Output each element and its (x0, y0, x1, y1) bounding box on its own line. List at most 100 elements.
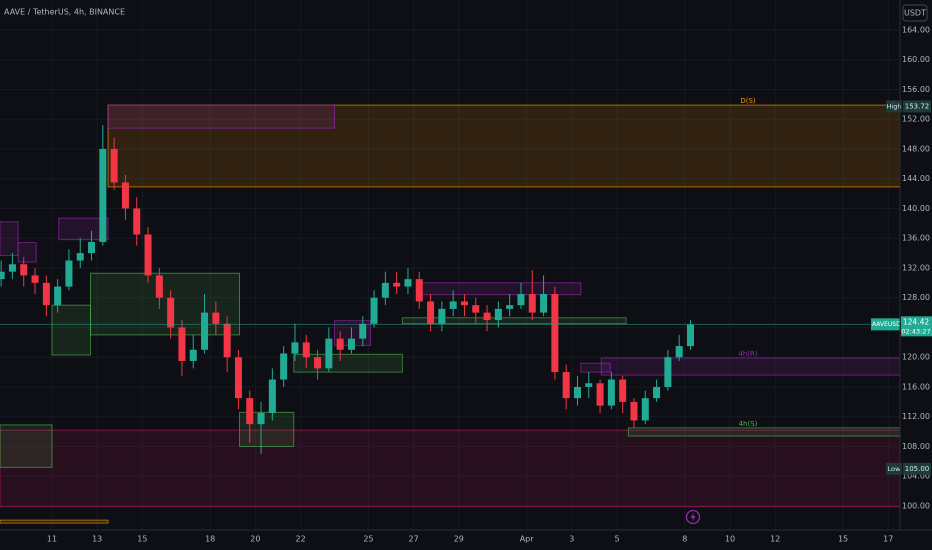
candle-body (517, 294, 525, 306)
zone (627, 427, 901, 437)
countdown: 02:43:27 (901, 327, 930, 335)
zone (293, 353, 403, 373)
candle-body (607, 379, 615, 406)
zone (107, 104, 901, 188)
candle-body (65, 260, 73, 287)
x-tick-label: 15 (137, 535, 147, 544)
candle-body (234, 357, 242, 399)
zone (419, 282, 582, 296)
candle-body (291, 342, 299, 354)
candle-body (336, 338, 344, 350)
candle-body (449, 301, 457, 309)
candle-body (460, 301, 468, 306)
candle-body (370, 297, 378, 324)
candle-body (540, 294, 548, 313)
zone (239, 411, 295, 447)
candle-body (246, 398, 254, 425)
y-tick-label: 164.00 (902, 25, 930, 34)
candle-body (54, 286, 62, 306)
candle-body (31, 275, 39, 283)
candle-body (686, 324, 694, 347)
zone (0, 429, 901, 508)
candle-body (404, 279, 412, 287)
candle-body (280, 353, 288, 380)
candle-body (415, 279, 423, 302)
zone (107, 104, 335, 129)
x-tick-label: 17 (883, 535, 893, 544)
candle-body (0, 271, 5, 280)
flash-icon[interactable] (685, 509, 701, 525)
candle-body (42, 282, 50, 306)
last-price-name-box (871, 318, 900, 331)
candle-body (551, 294, 559, 373)
zone (600, 357, 901, 376)
candle-body (619, 379, 627, 402)
candle-body (212, 312, 220, 324)
x-tick-label: 15 (838, 535, 848, 544)
currency-box (902, 4, 928, 22)
candle-body (347, 338, 355, 350)
candle-body (472, 305, 480, 313)
candle-body (257, 413, 265, 425)
zone-label: 4h(R) (738, 350, 757, 358)
candle-body (178, 327, 186, 361)
x-tick-label: Apr (520, 535, 535, 544)
y-tick-label: 112.00 (902, 412, 930, 421)
candle-body (664, 357, 672, 387)
candle-body (201, 312, 209, 350)
x-tick-label: 13 (92, 535, 102, 544)
x-tick-label: 22 (296, 535, 306, 544)
candle-body (562, 372, 570, 399)
y-tick-label: 148.00 (902, 144, 930, 153)
marker-name-box (886, 100, 902, 113)
candle-body (381, 282, 389, 298)
zone (58, 217, 109, 241)
y-tick-label: 140.00 (902, 204, 930, 213)
marker-value: 105.00 (905, 465, 930, 473)
candle-body (427, 301, 435, 324)
candle-body (483, 312, 491, 321)
y-tick-label: 156.00 (902, 85, 930, 94)
candle-body (167, 297, 175, 328)
candle-body (314, 357, 322, 369)
y-axis-label: USDT (904, 9, 926, 18)
candle-body (506, 305, 514, 309)
candle-body (653, 386, 661, 399)
zone (90, 272, 240, 336)
marker-name: High (887, 102, 902, 110)
candle-body (268, 379, 276, 414)
y-tick-label: 116.00 (902, 382, 930, 391)
x-tick-label: 12 (770, 535, 780, 544)
candle-body (223, 323, 231, 358)
candle-body (573, 386, 581, 399)
zone (580, 362, 611, 373)
y-tick-label: 100.00 (902, 501, 930, 510)
y-tick-label: 160.00 (902, 55, 930, 64)
marker-name-box (886, 462, 902, 475)
last-price-value: 124.42 (903, 317, 929, 326)
candle-body (99, 148, 107, 242)
marker-value-box (903, 462, 931, 475)
candle-body (8, 264, 16, 272)
candle-body (585, 383, 593, 387)
last-price-box (901, 316, 932, 337)
candle-body (133, 208, 141, 235)
y-tick-label: 132.00 (902, 263, 930, 272)
candle-body (675, 346, 683, 358)
candle-body (596, 383, 604, 406)
candle-body (155, 275, 163, 298)
candle-body (359, 323, 367, 339)
x-tick-label: 25 (363, 535, 373, 544)
last-price-name: AAVEUSDT (872, 321, 905, 328)
candle-body (494, 308, 502, 321)
flash-icon-bolt (690, 512, 696, 522)
candle-body (438, 308, 446, 324)
zone (401, 317, 627, 325)
candle-body (528, 294, 536, 313)
x-tick-label: 5 (614, 535, 619, 544)
zone (17, 242, 37, 263)
chart-title: AAVE / TetherUS, 4h, BINANCE (4, 8, 125, 17)
